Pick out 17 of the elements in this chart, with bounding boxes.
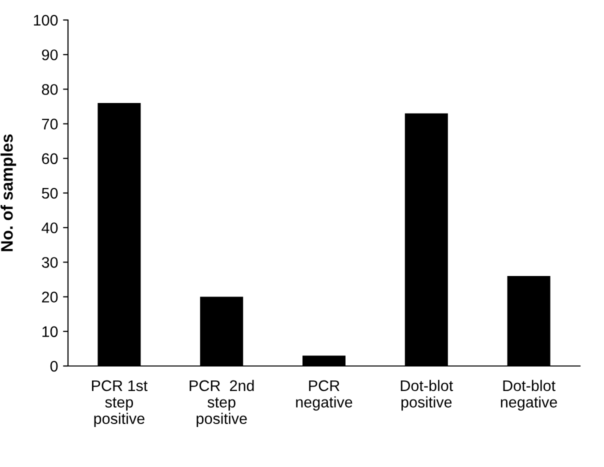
y-tick-label: 30 (42, 257, 58, 268)
y-tick-label: 80 (42, 84, 58, 95)
y-tick-label: 50 (42, 188, 58, 199)
y-tick-label: 90 (42, 49, 58, 60)
x-tick-label: PCR 2nd step positive (190, 380, 254, 428)
y-tick-label: 100 (34, 14, 58, 26)
y-tick-label: 70 (42, 118, 58, 130)
x-tick-label: PCR 1st step positive (92, 380, 148, 428)
y-axis-title: No. of samples (0, 134, 16, 252)
y-tick-label: 40 (42, 222, 58, 234)
y-tick-label: 60 (42, 153, 58, 164)
x-tick-label: Dot-blot positive (400, 380, 454, 411)
y-tick-label: 10 (42, 326, 58, 338)
y-tick-label: 20 (42, 292, 58, 302)
y-tick-label: 0 (50, 360, 58, 372)
x-tick-label: PCR negative (296, 380, 352, 411)
x-tick-label: Dot-blot negative (500, 380, 558, 411)
